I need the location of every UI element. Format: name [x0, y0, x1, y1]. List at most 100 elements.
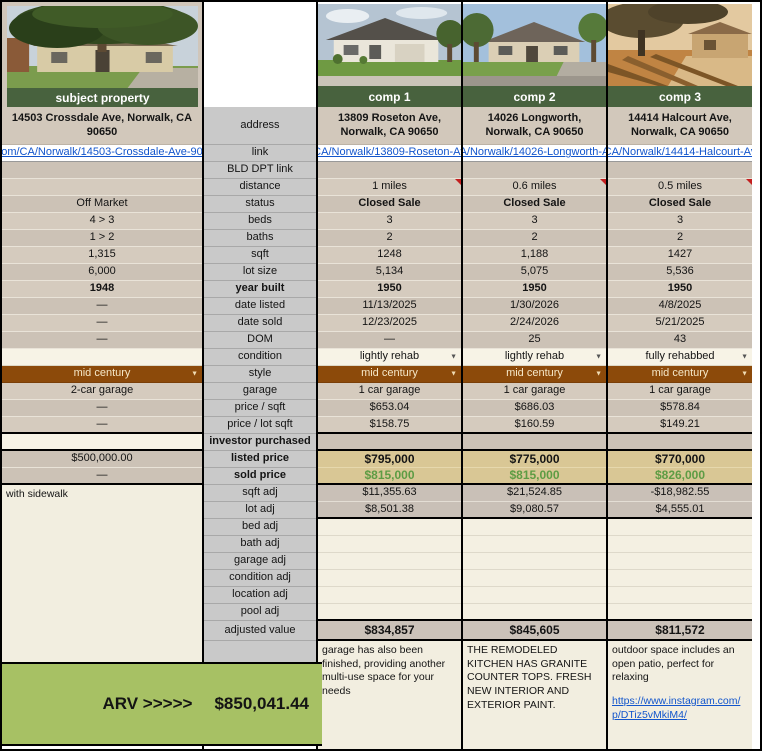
subject-distance-cell[interactable]	[2, 179, 202, 196]
comp3-date-listed-cell[interactable]: 4/8/2025	[608, 298, 752, 315]
comp3-sold-price-cell[interactable]: $826,000	[608, 468, 752, 485]
comp1-address-cell[interactable]: 13809 Roseton Ave, Norwalk, CA 90650	[318, 107, 461, 145]
comp2-investor-purchased-cell[interactable]	[463, 434, 606, 451]
comp3-pool-adj-cell[interactable]	[608, 604, 752, 621]
comp1-bld-dpt-cell[interactable]	[318, 162, 461, 179]
comp1-price-lot-sqft-cell[interactable]: $158.75	[318, 417, 461, 434]
comp3-notes-link[interactable]: https://www.instagram.com/p/DTiz5vMkiM4/	[612, 694, 741, 721]
comp3-bed-adj-cell[interactable]	[608, 519, 752, 536]
comp2-adjusted-value-cell[interactable]: $845,605	[463, 621, 606, 641]
subject-link-cell[interactable]: om/CA/Norwalk/14503-Crossdale-Ave-90	[2, 145, 202, 162]
comp3-style-dropdown[interactable]: mid century ▼	[608, 366, 752, 383]
comp1-sqft-cell[interactable]: 1248	[318, 247, 461, 264]
comp3-year-built-cell[interactable]: 1950	[608, 281, 752, 298]
comp1-condition-adj-cell[interactable]	[318, 570, 461, 587]
comp2-bath-adj-cell[interactable]	[463, 536, 606, 553]
comp1-condition-dropdown[interactable]: lightly rehab ▼	[318, 349, 461, 366]
subject-listed-price-cell[interactable]: $500,000.00	[2, 451, 202, 468]
comp1-date-listed-cell[interactable]: 11/13/2025	[318, 298, 461, 315]
comp1-adjusted-value-cell[interactable]: $834,857	[318, 621, 461, 641]
comp2-date-sold-cell[interactable]: 2/24/2026	[463, 315, 606, 332]
comp1-bed-adj-cell[interactable]	[318, 519, 461, 536]
com2-location-adj-cell[interactable]	[463, 587, 606, 604]
comp3-condition-adj-cell[interactable]	[608, 570, 752, 587]
comp1-date-sold-cell[interactable]: 12/23/2025	[318, 315, 461, 332]
subject-date-sold-cell[interactable]: —	[2, 315, 202, 332]
subject-style-dropdown[interactable]: mid century ▼	[2, 366, 202, 383]
subject-notes-cell[interactable]: with sidewalk	[2, 485, 202, 664]
comp1-beds-cell[interactable]: 3	[318, 213, 461, 230]
subject-baths-cell[interactable]: 1 > 2	[2, 230, 202, 247]
comp1-link[interactable]: CA/Norwalk/13809-Roseton-Av	[318, 146, 461, 159]
comp1-dom-cell[interactable]: —	[318, 332, 461, 349]
comp1-garage-adj-cell[interactable]	[318, 553, 461, 570]
comp2-status-cell[interactable]: Closed Sale	[463, 196, 606, 213]
comp3-condition-dropdown[interactable]: fully rehabbed ▼	[608, 349, 752, 366]
dropdown-arrow-icon[interactable]: ▼	[595, 370, 602, 378]
subject-price-lot-sqft-cell[interactable]: —	[2, 417, 202, 434]
comp1-distance-cell[interactable]: 1 miles	[318, 179, 461, 196]
comp3-baths-cell[interactable]: 2	[608, 230, 752, 247]
comp2-dom-cell[interactable]: 25	[463, 332, 606, 349]
subject-status-cell[interactable]: Off Market	[2, 196, 202, 213]
comp2-address-cell[interactable]: 14026 Longworth, Norwalk, CA 90650	[463, 107, 606, 145]
comp3-listed-price-cell[interactable]: $770,000	[608, 451, 752, 468]
comp2-link-cell[interactable]: A/Norwalk/14026-Longworth-A	[463, 145, 606, 162]
comp3-location-adj-cell[interactable]	[608, 587, 752, 604]
subject-condition-cell[interactable]	[2, 349, 202, 366]
subject-dom-cell[interactable]: —	[2, 332, 202, 349]
comp3-garage-cell[interactable]: 1 car garage	[608, 383, 752, 400]
comp2-pool-adj-cell[interactable]	[463, 604, 606, 621]
subject-lot-size-cell[interactable]: 6,000	[2, 264, 202, 281]
comp2-distance-cell[interactable]: 0.6 miles	[463, 179, 606, 196]
comp2-garage-adj-cell[interactable]	[463, 553, 606, 570]
comp1-year-built-cell[interactable]: 1950	[318, 281, 461, 298]
comp2-link[interactable]: A/Norwalk/14026-Longworth-A	[463, 146, 606, 159]
comp3-lot-adj-cell[interactable]: $4,555.01	[608, 502, 752, 519]
subject-beds-cell[interactable]: 4 > 3	[2, 213, 202, 230]
comp3-distance-cell[interactable]: 0.5 miles	[608, 179, 752, 196]
comp3-sqft-cell[interactable]: 1427	[608, 247, 752, 264]
subject-year-built-cell[interactable]: 1948	[2, 281, 202, 298]
comp3-notes-cell[interactable]: outdoor space includes an open patio, pe…	[608, 641, 752, 749]
comp3-dom-cell[interactable]: 43	[608, 332, 752, 349]
comp3-price-lot-sqft-cell[interactable]: $149.21	[608, 417, 752, 434]
comp2-lot-size-cell[interactable]: 5,075	[463, 264, 606, 281]
comp2-condition-dropdown[interactable]: lightly rehab ▼	[463, 349, 606, 366]
comp2-price-sqft-cell[interactable]: $686.03	[463, 400, 606, 417]
comp1-price-sqft-cell[interactable]: $653.04	[318, 400, 461, 417]
comp1-baths-cell[interactable]: 2	[318, 230, 461, 247]
comp1-garage-cell[interactable]: 1 car garage	[318, 383, 461, 400]
comp2-bld-dpt-cell[interactable]	[463, 162, 606, 179]
comp1-location-adj-cell[interactable]	[318, 587, 461, 604]
subject-sqft-cell[interactable]: 1,315	[2, 247, 202, 264]
subject-investor-purchased-cell[interactable]	[2, 434, 202, 451]
comp2-listed-price-cell[interactable]: $775,000	[463, 451, 606, 468]
comp2-year-built-cell[interactable]: 1950	[463, 281, 606, 298]
comp1-status-cell[interactable]: Closed Sale	[318, 196, 461, 213]
comp2-condition-adj-cell[interactable]	[463, 570, 606, 587]
comp1-investor-purchased-cell[interactable]	[318, 434, 461, 451]
comp2-notes-cell[interactable]: THE REMODELED KITCHEN HAS GRANITE COUNTE…	[463, 641, 606, 749]
comp3-status-cell[interactable]: Closed Sale	[608, 196, 752, 213]
comp3-lot-size-cell[interactable]: 5,536	[608, 264, 752, 281]
comp3-beds-cell[interactable]: 3	[608, 213, 752, 230]
comp1-pool-adj-cell[interactable]	[318, 604, 461, 621]
dropdown-arrow-icon[interactable]: ▼	[595, 353, 602, 361]
arv-value[interactable]: $850,041.44	[214, 694, 309, 713]
comp1-link-cell[interactable]: CA/Norwalk/13809-Roseton-Av	[318, 145, 461, 162]
comp3-price-sqft-cell[interactable]: $578.84	[608, 400, 752, 417]
comp1-bath-adj-cell[interactable]	[318, 536, 461, 553]
subject-date-listed-cell[interactable]: —	[2, 298, 202, 315]
comp1-lot-adj-cell[interactable]: $8,501.38	[318, 502, 461, 519]
dropdown-arrow-icon[interactable]: ▼	[191, 370, 198, 378]
comp1-listed-price-cell[interactable]: $795,000	[318, 451, 461, 468]
comp3-bath-adj-cell[interactable]	[608, 536, 752, 553]
dropdown-arrow-icon[interactable]: ▼	[450, 370, 457, 378]
comp2-lot-adj-cell[interactable]: $9,080.57	[463, 502, 606, 519]
subject-link[interactable]: om/CA/Norwalk/14503-Crossdale-Ave-90	[2, 146, 202, 159]
subject-sold-price-cell[interactable]: —	[2, 468, 202, 485]
comp2-sold-price-cell[interactable]: $815,000	[463, 468, 606, 485]
comp2-price-lot-sqft-cell[interactable]: $160.59	[463, 417, 606, 434]
comp3-garage-adj-cell[interactable]	[608, 553, 752, 570]
